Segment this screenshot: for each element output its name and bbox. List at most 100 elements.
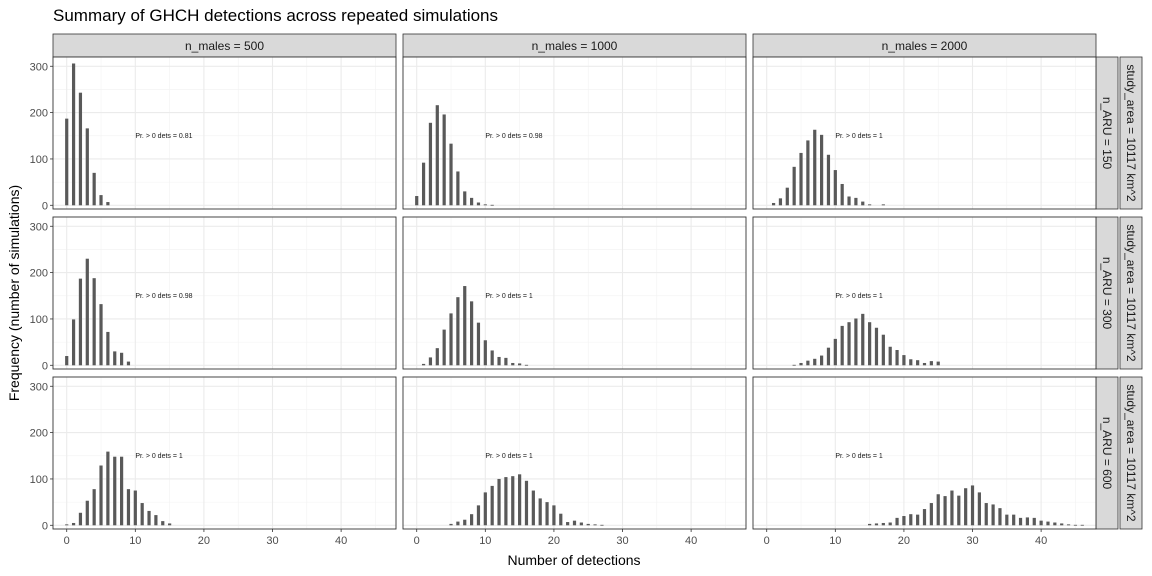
histogram-bar <box>861 201 865 206</box>
probability-annotation: Pr. > 0 dets = 1 <box>835 133 883 140</box>
histogram-bar <box>99 195 103 206</box>
column-strips: n_males = 500 n_males = 1000 n_males = 200… <box>52 33 1097 58</box>
histogram-bar <box>970 485 975 526</box>
histogram-bar <box>552 505 556 526</box>
panel-background <box>403 217 746 369</box>
panel-border <box>752 376 1097 530</box>
histogram-bar <box>922 362 927 366</box>
histogram-bar <box>566 522 570 526</box>
histogram-bar <box>483 340 487 366</box>
histogram-bar <box>861 313 865 366</box>
histogram-bar <box>65 524 69 526</box>
histogram-bar <box>140 503 144 526</box>
histogram-bar <box>78 512 83 526</box>
histogram-bar <box>799 362 803 366</box>
histogram-bar <box>977 492 981 526</box>
histogram-bar <box>442 114 446 206</box>
histogram-bar <box>909 359 913 366</box>
histogram-bar <box>998 508 1002 526</box>
histogram-bar <box>881 204 885 206</box>
histogram-bar <box>168 523 172 526</box>
histogram-bar <box>840 325 844 366</box>
histogram-bar <box>120 352 124 366</box>
histogram-bar <box>504 357 508 366</box>
panel-background <box>53 377 396 529</box>
histogram-bar <box>456 171 460 206</box>
histogram-bar <box>470 301 474 366</box>
histogram-bar <box>888 522 892 526</box>
histogram-bar <box>1046 521 1050 526</box>
histogram-bar <box>147 510 151 526</box>
facet-panel: Pr. > 0 dets = 1 <box>52 376 397 530</box>
histogram-bar <box>833 338 837 366</box>
histogram-bar <box>936 494 940 526</box>
chart-title: Summary of GHCH detections across repeat… <box>53 6 498 25</box>
histogram-bar <box>1060 523 1064 526</box>
histogram-bar <box>497 478 501 526</box>
x-tick-label: 10 <box>129 535 141 547</box>
histogram-bar <box>99 465 103 526</box>
histogram-bar <box>1012 514 1016 526</box>
probability-annotation: Pr. > 0 dets = 1 <box>485 453 533 460</box>
y-tick-label: 0 <box>42 360 48 372</box>
x-tick-label: 40 <box>1035 535 1047 547</box>
histogram-bar <box>868 523 872 526</box>
histogram-bar <box>881 334 885 366</box>
histogram-bar <box>78 92 83 206</box>
histogram-bar <box>490 350 494 366</box>
x-tick-label: 40 <box>685 535 697 547</box>
histogram-bar <box>950 490 954 526</box>
histogram-bar <box>428 122 433 206</box>
panel-border <box>752 216 1097 370</box>
histogram-bar <box>820 134 824 206</box>
y-axes: 0 100 200 300 0 100 200 300 0 100 200 300 <box>30 61 53 532</box>
histogram-bar <box>826 154 831 206</box>
row-strip-label: n_ARU = 300 <box>1100 257 1114 330</box>
histogram-bar <box>888 346 892 366</box>
histogram-bar <box>936 361 940 366</box>
facet-panel: Pr. > 0 dets = 1 <box>752 56 1097 210</box>
panel-background <box>753 377 1096 529</box>
row-strip-area-label: study_area = 10117 km^2 <box>1124 384 1138 521</box>
row-strip-label: n_ARU = 150 <box>1100 97 1114 170</box>
histogram-bar <box>442 329 446 366</box>
histogram-bar <box>99 304 103 366</box>
histogram-bar <box>456 521 460 526</box>
histogram-bar <box>126 489 131 526</box>
x-tick-label: 30 <box>616 535 628 547</box>
histogram-bar <box>71 319 76 366</box>
x-tick-label: 0 <box>764 535 770 547</box>
histogram-bar <box>600 524 604 526</box>
histogram-bar <box>524 480 529 526</box>
probability-annotation: Pr. > 0 dets = 0.98 <box>485 133 542 140</box>
panel-border <box>402 56 747 210</box>
column-strip-label: n_males = 2000 <box>882 39 968 53</box>
histogram-bar <box>504 477 508 526</box>
histogram-bar <box>428 357 433 366</box>
y-axis-title: Frequency (number of simulations) <box>6 185 22 401</box>
histogram-bar <box>874 523 879 526</box>
histogram-bar <box>964 488 968 526</box>
histogram-bar <box>65 356 69 366</box>
histogram-bar <box>826 347 831 366</box>
histogram-bar <box>490 485 494 526</box>
histogram-bar <box>154 515 158 526</box>
x-tick-label: 30 <box>966 535 978 547</box>
histogram-bar <box>435 105 439 206</box>
histogram-bar <box>957 495 961 526</box>
facet-panel: Pr. > 0 dets = 1 <box>752 216 1097 370</box>
x-tick-label: 40 <box>335 535 347 547</box>
panel-border <box>752 56 1097 210</box>
histogram-bar <box>415 196 419 206</box>
histogram-bar <box>895 350 899 366</box>
histogram-bar <box>449 523 453 526</box>
y-tick-label: 100 <box>30 474 48 486</box>
row-strip-box-area <box>1119 216 1143 370</box>
y-tick-label: 300 <box>30 61 48 73</box>
histogram-bar <box>511 476 515 526</box>
panel-background <box>753 57 1096 209</box>
x-tick-label: 10 <box>829 535 841 547</box>
histogram-bar <box>92 172 96 206</box>
histogram-bar <box>1039 520 1043 526</box>
x-tick-label: 0 <box>64 535 70 547</box>
